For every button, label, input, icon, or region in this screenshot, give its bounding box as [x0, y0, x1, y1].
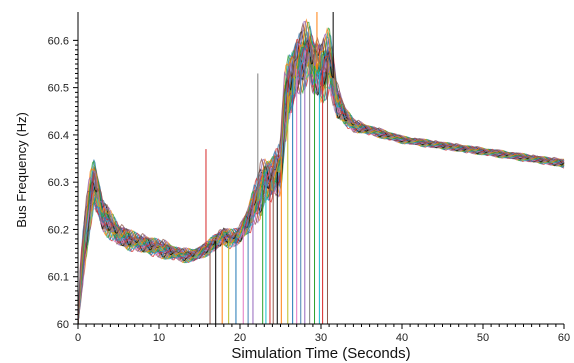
y-tick-label: 60.1 — [48, 272, 69, 284]
frequency-trace — [77, 22, 565, 325]
x-tick-label: 50 — [477, 332, 489, 344]
x-tick-label: 20 — [234, 332, 246, 344]
x-tick-group: 0 10 20 30 40 50 60 — [75, 324, 570, 344]
x-tick-label: 40 — [396, 332, 408, 344]
frequency-trace — [77, 32, 565, 325]
spike-group — [205, 12, 334, 324]
x-axis-title: Simulation Time (Seconds) — [231, 345, 410, 362]
x-tick-label: 30 — [315, 332, 327, 344]
frequency-trace — [77, 18, 565, 325]
y-tick-label: 60.4 — [48, 130, 69, 142]
y-tick-label: 60.6 — [48, 35, 69, 47]
y-tick-label: 60 — [57, 319, 69, 331]
x-tick-label: 10 — [153, 332, 165, 344]
y-tick-label: 60.2 — [48, 224, 69, 236]
trace-group — [77, 18, 565, 325]
y-axis-title: Bus Frequency (Hz) — [14, 112, 29, 228]
x-tick-label: 60 — [558, 332, 570, 344]
y-tick-group: 60 60.1 60.2 60.3 60.4 60.5 60.6 — [48, 35, 78, 331]
y-tick-label: 60.5 — [48, 83, 69, 95]
x-tick-label: 0 — [75, 332, 81, 344]
y-tick-label: 60.3 — [48, 177, 69, 189]
